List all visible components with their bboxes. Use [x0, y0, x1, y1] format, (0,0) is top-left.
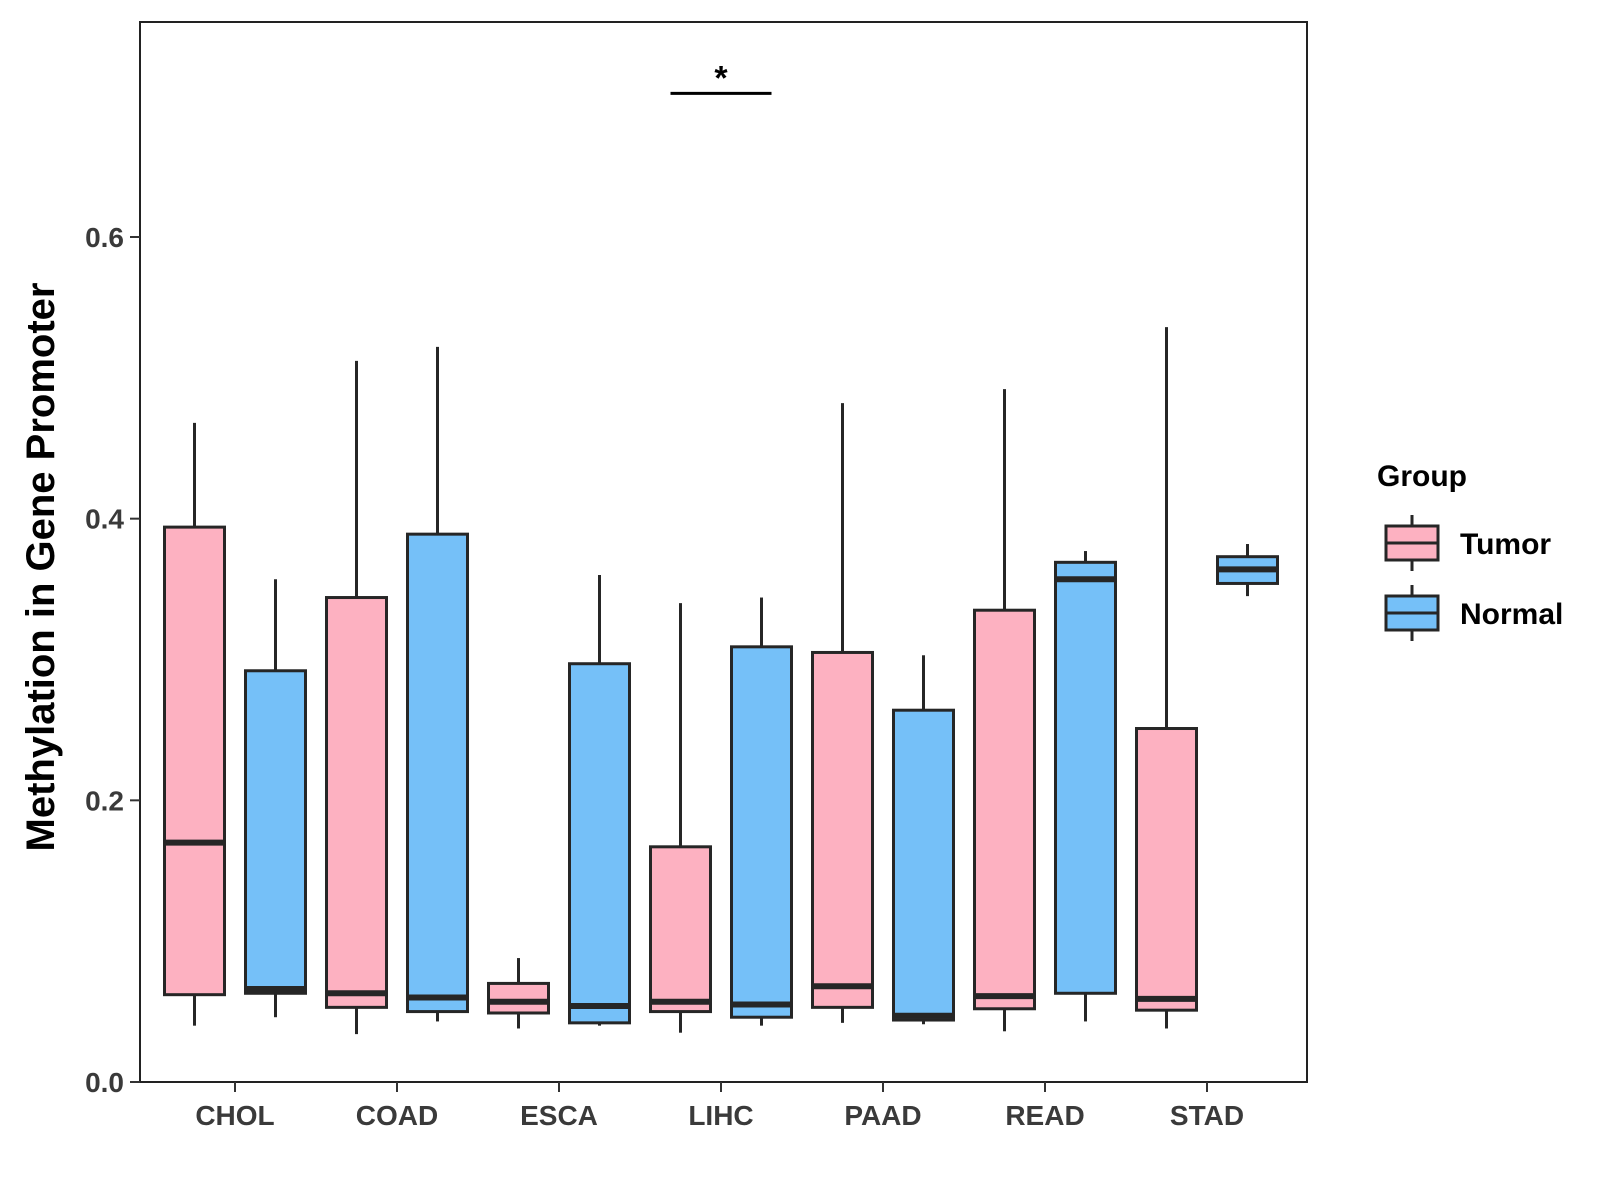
box-body [973, 608, 1036, 1011]
boxes-layer [163, 327, 1279, 1035]
legend: Group Tumor Normal [1377, 460, 1563, 641]
x-tick-label: PAAD [844, 1100, 921, 1131]
box-tumor-lihc [649, 603, 712, 1033]
legend-label: Normal [1460, 598, 1563, 631]
box-tumor-read [973, 389, 1036, 1032]
box-tumor-coad [325, 360, 388, 1035]
box-normal-esca [568, 575, 631, 1026]
box-body [568, 662, 631, 1025]
box-body [730, 645, 793, 1019]
y-tick-label: 0.4 [85, 504, 124, 535]
box-body [1054, 560, 1117, 995]
x-tick-label: COAD [356, 1100, 438, 1131]
box-body [811, 650, 874, 1009]
annotation-layer: * [670, 59, 772, 97]
box-body [406, 532, 469, 1014]
box-body [649, 845, 712, 1014]
box-body [325, 596, 388, 1009]
legend-label: Tumor [1460, 528, 1551, 561]
legend-item-tumor: Tumor [1384, 515, 1551, 571]
box-tumor-chol [163, 422, 226, 1026]
box-normal-read [1054, 551, 1117, 1022]
box-normal-stad [1216, 544, 1279, 597]
box-tumor-stad [1135, 327, 1198, 1029]
x-tick-label: STAD [1170, 1100, 1244, 1131]
box-tumor-esca [487, 958, 550, 1029]
box-tumor-paad [811, 403, 874, 1023]
legend-item-normal: Normal [1384, 585, 1563, 641]
box-body [244, 669, 307, 995]
significance-label: * [714, 59, 728, 97]
y-axis-label: Methylation in Gene Promoter [19, 283, 63, 852]
box-normal-lihc [730, 597, 793, 1026]
y-tick-label: 0.6 [85, 222, 124, 253]
plot-frame [139, 21, 1308, 1083]
y-tick-label: 0.0 [85, 1067, 124, 1098]
box-body [163, 525, 226, 997]
box-normal-coad [406, 346, 469, 1022]
x-tick-label: CHOL [195, 1100, 274, 1131]
box-normal-chol [244, 579, 307, 1018]
x-tick-label: ESCA [520, 1100, 598, 1131]
box-body [487, 981, 550, 1015]
box-body [1135, 727, 1198, 1012]
box-body [892, 708, 955, 1022]
box-normal-paad [892, 655, 955, 1025]
x-tick-label: READ [1005, 1100, 1084, 1131]
legend-title: Group [1377, 460, 1467, 493]
axes-layer: 0.0 0.2 0.4 0.6 CHOL COAD ESCA LIHC PAAD READ STAD [85, 222, 1244, 1131]
x-tick-label: LIHC [688, 1100, 753, 1131]
y-tick-label: 0.2 [85, 785, 124, 816]
